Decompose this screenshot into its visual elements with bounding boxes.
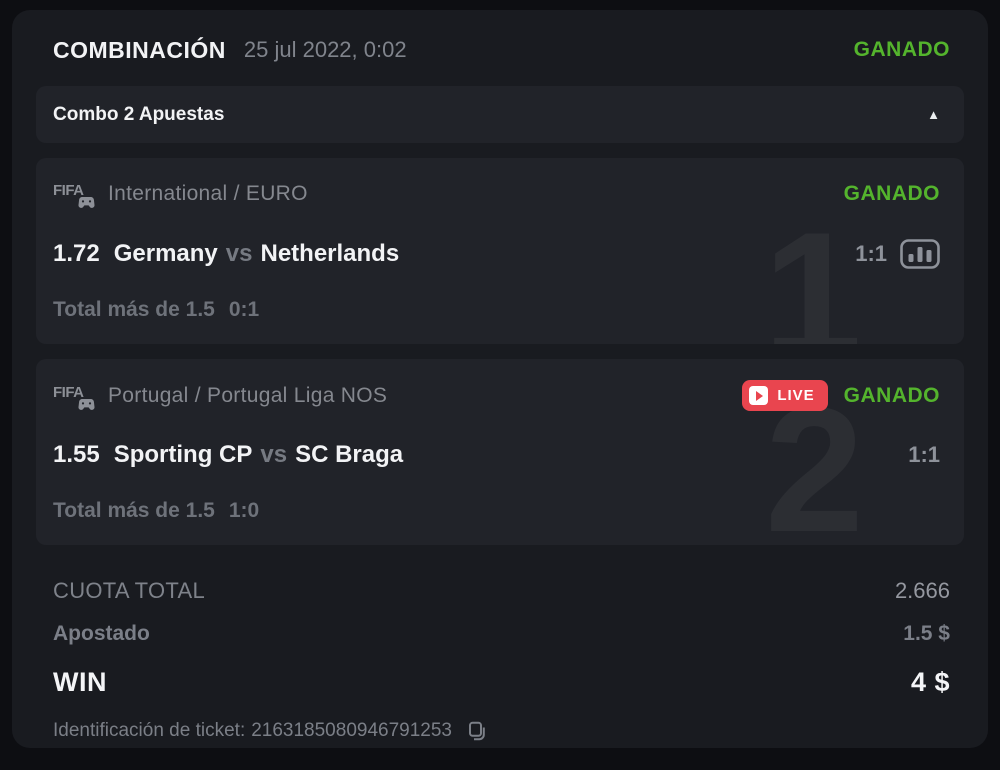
copy-icon[interactable]	[466, 721, 487, 742]
league-info: FIFA Portugal / Portugal Liga NOS	[53, 381, 387, 411]
vs-label: vs	[260, 441, 288, 468]
bet-ticket-card: COMBINACIÓN 25 jul 2022, 0:02 GANADO Com…	[12, 10, 988, 748]
bet-card-2: 2 FIFA Portugal / Portugal Liga NOS LIVE…	[36, 359, 964, 545]
stake-label: Apostado	[53, 622, 150, 645]
ticket-status-badge: GANADO	[853, 38, 950, 61]
ticket-summary: CUOTA TOTAL 2.666 Apostado 1.5 $ WIN 4 $…	[12, 560, 988, 748]
bet-status-badge: GANADO	[843, 383, 940, 407]
bet-status-badge: GANADO	[843, 182, 940, 205]
stake-value: 1.5 $	[903, 622, 950, 645]
ticket-date: 25 jul 2022, 0:02	[243, 37, 407, 62]
away-team: SC Braga	[295, 441, 404, 468]
home-team: Germany	[113, 239, 218, 267]
bet-number-watermark: 1	[763, 195, 862, 345]
home-team: Sporting CP	[113, 441, 253, 468]
odds-value: 1.72	[53, 239, 100, 267]
league-name: Portugal / Portugal Liga NOS	[108, 383, 388, 407]
ticket-type-title: COMBINACIÓN	[53, 36, 226, 63]
combo-label: Combo 2 Apuestas	[53, 103, 225, 125]
match-score: 1:1	[855, 240, 887, 266]
away-team: Netherlands	[260, 239, 400, 267]
chevron-up-icon[interactable]: ▲	[927, 107, 940, 122]
ticket-id-label: Identificación de ticket:	[53, 720, 246, 741]
combo-toggle-bar[interactable]: Combo 2 Apuestas ▲	[36, 86, 964, 143]
total-odds-label: CUOTA TOTAL	[53, 578, 206, 603]
match-score: 1:1	[908, 442, 940, 467]
ticket-header: COMBINACIÓN 25 jul 2022, 0:02 GANADO	[12, 10, 988, 86]
stats-icon[interactable]	[900, 238, 940, 269]
market-score: 1:0	[228, 499, 260, 522]
match-title: 1.55 Sporting CP vs SC Braga	[53, 441, 403, 469]
win-label: WIN	[53, 666, 107, 697]
bet-market-row: Total más de 1.5 0:1	[53, 298, 940, 322]
play-icon	[749, 386, 769, 405]
stake-row: Apostado 1.5 $	[53, 612, 950, 656]
fifa-esports-icon: FIFA	[53, 381, 97, 411]
bet-league-row: FIFA International / EURO GANADO	[53, 179, 940, 209]
ticket-id-row: Identificación de ticket: 21631850809467…	[53, 708, 950, 748]
odds-value: 1.55	[53, 441, 100, 468]
market-name: Total más de 1.5	[53, 499, 215, 522]
total-odds-row: CUOTA TOTAL 2.666	[53, 570, 950, 612]
ticket-id-value: 2163185080946791253	[251, 720, 452, 741]
bet-match-row: 1.55 Sporting CP vs SC Braga 1:1	[53, 441, 940, 469]
live-badge: LIVE	[742, 380, 828, 411]
market-score: 0:1	[228, 298, 260, 321]
fifa-esports-icon: FIFA	[53, 179, 97, 209]
win-value: 4 $	[910, 666, 950, 697]
total-odds-value: 2.666	[894, 578, 950, 603]
bet-match-row: 1.72 Germany vs Netherlands 1:1	[53, 238, 940, 269]
live-label: LIVE	[777, 387, 815, 404]
league-name: International / EURO	[108, 182, 308, 205]
market-name: Total más de 1.5	[53, 298, 215, 321]
vs-label: vs	[225, 239, 253, 267]
win-row: WIN 4 $	[53, 656, 950, 708]
bet-card-1: 1 FIFA International / EURO GANADO 1.72 G…	[36, 158, 964, 344]
match-title: 1.72 Germany vs Netherlands	[53, 240, 399, 268]
bet-league-row: FIFA Portugal / Portugal Liga NOS LIVE G…	[53, 380, 940, 411]
league-info: FIFA International / EURO	[53, 179, 308, 209]
bet-market-row: Total más de 1.5 1:0	[53, 499, 940, 523]
